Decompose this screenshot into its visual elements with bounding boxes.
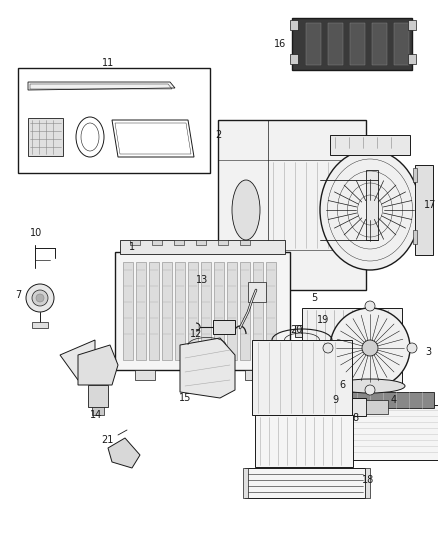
Bar xyxy=(123,262,133,360)
Bar xyxy=(152,240,162,245)
Bar xyxy=(149,262,159,360)
Ellipse shape xyxy=(335,379,405,393)
Ellipse shape xyxy=(320,150,420,270)
Bar xyxy=(255,415,353,467)
Bar xyxy=(188,262,198,360)
Bar xyxy=(245,468,365,498)
Text: 3: 3 xyxy=(425,347,431,357)
Circle shape xyxy=(32,290,48,306)
Text: 1: 1 xyxy=(129,242,135,252)
Polygon shape xyxy=(108,438,140,468)
Text: 16: 16 xyxy=(274,39,286,49)
Polygon shape xyxy=(28,82,175,90)
Bar xyxy=(28,118,63,156)
Bar xyxy=(190,370,210,380)
Bar xyxy=(365,468,370,498)
Text: 8: 8 xyxy=(352,413,358,423)
Text: 2: 2 xyxy=(215,130,221,140)
Bar xyxy=(408,20,416,30)
Bar xyxy=(130,240,140,245)
Bar xyxy=(245,370,265,380)
Bar xyxy=(120,240,285,254)
Bar xyxy=(408,54,416,64)
Bar xyxy=(240,240,250,245)
Bar xyxy=(328,398,366,416)
Bar xyxy=(162,262,172,360)
Circle shape xyxy=(331,401,343,413)
Bar xyxy=(372,23,387,65)
Bar xyxy=(415,165,433,255)
Circle shape xyxy=(362,340,378,356)
Bar xyxy=(92,407,104,415)
Bar xyxy=(18,68,210,173)
Text: 9: 9 xyxy=(332,395,338,405)
Text: 20: 20 xyxy=(290,325,302,335)
Bar xyxy=(330,135,410,155)
Text: 19: 19 xyxy=(317,315,329,325)
Circle shape xyxy=(301,327,309,335)
Bar xyxy=(252,340,352,415)
Bar xyxy=(240,262,250,360)
Bar xyxy=(302,308,402,386)
Bar xyxy=(248,282,266,302)
Bar xyxy=(290,20,298,30)
Text: 11: 11 xyxy=(102,58,114,68)
Polygon shape xyxy=(60,340,95,380)
Text: 13: 13 xyxy=(196,275,208,285)
Circle shape xyxy=(36,294,44,302)
Bar xyxy=(253,262,263,360)
Bar xyxy=(366,170,378,240)
Text: 5: 5 xyxy=(311,293,317,303)
Bar xyxy=(266,262,276,360)
Bar xyxy=(366,400,388,414)
Bar xyxy=(218,120,366,290)
Polygon shape xyxy=(78,345,118,385)
Circle shape xyxy=(365,301,375,311)
Bar xyxy=(196,240,206,245)
Bar xyxy=(290,54,298,64)
Circle shape xyxy=(365,385,375,395)
Bar xyxy=(295,325,315,337)
Text: 10: 10 xyxy=(30,228,42,238)
Bar xyxy=(135,370,155,380)
Bar xyxy=(328,23,343,65)
Circle shape xyxy=(26,284,54,312)
Bar xyxy=(88,385,108,407)
Bar xyxy=(338,392,434,408)
Bar xyxy=(243,468,248,498)
Ellipse shape xyxy=(232,180,260,240)
Text: 12: 12 xyxy=(190,329,202,339)
Bar xyxy=(115,252,290,370)
Bar xyxy=(218,240,228,245)
Bar xyxy=(227,262,237,360)
Bar xyxy=(174,240,184,245)
Text: 17: 17 xyxy=(424,200,436,210)
Bar xyxy=(413,168,417,182)
Bar xyxy=(214,262,224,360)
Text: 4: 4 xyxy=(391,395,397,405)
Circle shape xyxy=(323,343,333,353)
Text: 15: 15 xyxy=(179,393,191,403)
Bar xyxy=(306,23,321,65)
Bar xyxy=(394,23,409,65)
Bar xyxy=(136,262,146,360)
Bar xyxy=(175,262,185,360)
Circle shape xyxy=(330,308,410,388)
Bar xyxy=(213,320,235,334)
Bar xyxy=(413,230,417,244)
Bar xyxy=(32,322,48,328)
Text: 7: 7 xyxy=(15,290,21,300)
Bar xyxy=(330,405,438,460)
Text: 21: 21 xyxy=(101,435,113,445)
Bar xyxy=(350,23,365,65)
Text: 6: 6 xyxy=(339,380,345,390)
Text: 18: 18 xyxy=(362,475,374,485)
Circle shape xyxy=(407,343,417,353)
Bar xyxy=(292,18,412,70)
Text: 14: 14 xyxy=(90,410,102,420)
Polygon shape xyxy=(180,338,235,398)
Bar xyxy=(201,262,211,360)
